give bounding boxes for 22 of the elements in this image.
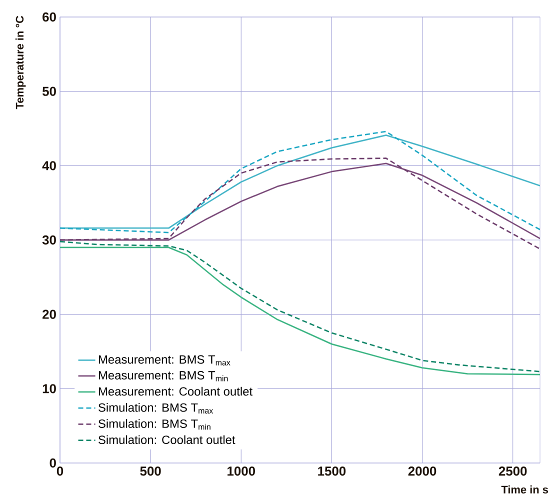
y-tick-label: 30 bbox=[42, 235, 56, 245]
line-series bbox=[60, 158, 540, 250]
x-tick-label: 1500 bbox=[318, 466, 346, 476]
x-tick-label: 1000 bbox=[228, 466, 256, 476]
x-tick-label: 0 bbox=[56, 466, 64, 476]
y-tick-label: 50 bbox=[42, 86, 56, 96]
legend-label: Simulation: Coolant outlet bbox=[98, 435, 236, 444]
legend-label: Measurement: Coolant outlet bbox=[98, 386, 252, 396]
legend-label: Simulation: BMS T$_{min}$ bbox=[98, 419, 210, 430]
legend-label: Measurement: BMS T$_{min}$ bbox=[98, 371, 228, 382]
y-tick-label: 10 bbox=[42, 384, 56, 394]
legend-label: Simulation: BMS T$_{max}$ bbox=[98, 403, 214, 414]
y-tick-label: 0 bbox=[50, 458, 56, 468]
y-tick-label: 60 bbox=[42, 12, 56, 22]
x-axis-title: Time in s bbox=[501, 485, 548, 494]
x-tick-label: 2500 bbox=[498, 466, 527, 476]
y-tick-label: 40 bbox=[42, 161, 56, 170]
y-axis-title: Temperature in °C bbox=[16, 16, 26, 110]
x-tick-label: 2000 bbox=[408, 466, 436, 476]
legend-label: Measurement: BMS T$_{max}$ bbox=[98, 355, 230, 366]
x-tick-label: 500 bbox=[140, 466, 161, 476]
y-tick-label: 20 bbox=[42, 310, 56, 319]
